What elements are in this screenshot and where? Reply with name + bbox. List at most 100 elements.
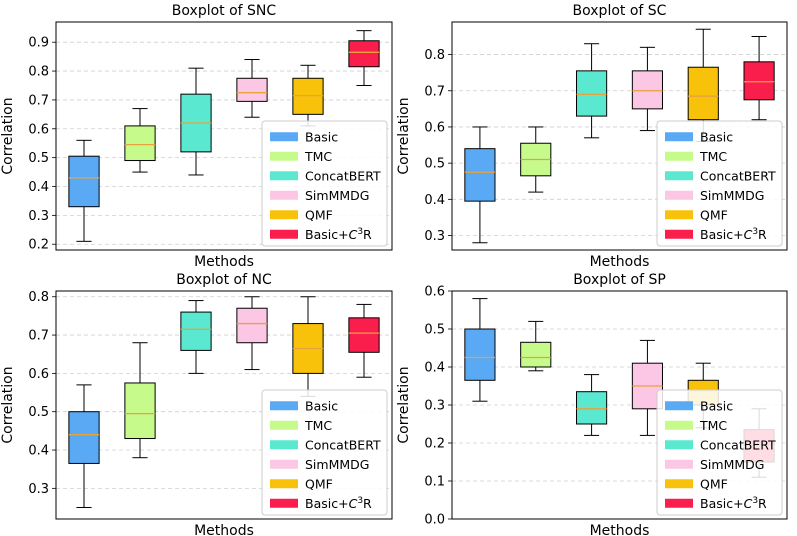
y-tick-label: 0.8: [28, 290, 49, 305]
legend-entry: Basic: [700, 398, 733, 413]
iqr-box: [631, 70, 663, 110]
y-tick-label: 0.8: [424, 48, 445, 63]
legend-swatch: [270, 151, 298, 161]
box-concatbert: [576, 43, 608, 139]
chart-title: Boxplot of NC: [176, 272, 272, 288]
iqr-box: [464, 328, 496, 381]
x-axis-label: Methods: [590, 523, 650, 536]
y-tick-label: 0.5: [424, 323, 445, 338]
y-tick-label: 0.3: [28, 209, 49, 224]
iqr-box: [236, 307, 268, 344]
iqr-box: [124, 125, 156, 162]
legend-entry: TMC: [304, 149, 332, 164]
legend-entry: ConcatBERT: [305, 437, 381, 452]
iqr-box: [348, 40, 380, 68]
chart-panel-3: 0.0 0.1 0.2 0.3 0.4 0.5 0.6 Boxplot of SP Method…: [396, 272, 788, 536]
legend-entry: QMF: [305, 476, 333, 491]
iqr-box: [236, 77, 268, 102]
legend-entry: QMF: [700, 207, 728, 222]
plot-frame: [451, 21, 788, 251]
legend-swatch: [270, 440, 298, 450]
y-tick-label: 0.3: [28, 482, 49, 497]
box-simmmdg: [236, 59, 268, 118]
legend-entry: Basic+C3R: [700, 227, 767, 242]
legend-entry: ConcatBERT: [700, 437, 776, 452]
iqr-box: [576, 70, 608, 117]
legend-swatch: [270, 420, 298, 430]
y-axis-label: Correlation: [0, 97, 16, 174]
y-tick-label: 0.1: [424, 475, 445, 490]
legend-swatch: [665, 498, 693, 508]
y-tick-label: 0.5: [28, 151, 49, 166]
legend-entry: Basic: [305, 398, 338, 413]
chart-panel-0: 0.2 0.3 0.4 0.5 0.6 0.7 0.8 0.9 Boxplot of SNC Me…: [0, 3, 393, 270]
legend-swatch: [270, 498, 298, 508]
box-basic-c3r: [348, 30, 380, 86]
legend-swatch: [270, 401, 298, 411]
y-tick-label: 0.6: [424, 120, 445, 135]
iqr-box: [464, 148, 496, 202]
chart-title: Boxplot of SP: [573, 272, 666, 288]
legend-swatch: [270, 132, 298, 142]
y-tick-label: 0.7: [28, 329, 49, 344]
legend-swatch: [665, 151, 693, 161]
y-tick-label: 0.6: [28, 367, 49, 382]
iqr-box: [520, 341, 552, 368]
box-qmf: [292, 296, 324, 397]
plot-frame: [55, 21, 393, 251]
box-tmc: [520, 320, 552, 372]
plot-frame: [55, 290, 393, 520]
legend-swatch: [665, 459, 693, 469]
legend-swatch: [665, 440, 693, 450]
y-tick-label: 0.4: [424, 361, 445, 376]
legend-entry: Basic+C3R: [305, 496, 372, 511]
iqr-box: [68, 155, 100, 208]
legend-swatch: [665, 479, 693, 489]
legend-entry: SimMMDG: [305, 188, 369, 203]
iqr-box: [348, 317, 380, 353]
legend: Basic TMC ConcatBERT SimMMDG QMF Basic+C3R: [261, 120, 388, 247]
y-tick-label: 0.2: [424, 437, 445, 452]
box-basic: [464, 298, 496, 402]
box-basic: [464, 126, 496, 244]
iqr-box: [687, 66, 719, 121]
y-tick-label: 0.4: [28, 180, 49, 195]
y-tick-label: 0.4: [424, 193, 445, 208]
legend: Basic TMC ConcatBERT SimMMDG QMF Basic+C3R: [656, 120, 783, 247]
legend-entry: Basic: [305, 129, 338, 144]
legend-entry: SimMMDG: [700, 457, 764, 472]
y-tick-label: 0.3: [424, 229, 445, 244]
legend-swatch: [270, 229, 298, 239]
legend-entry: ConcatBERT: [700, 168, 776, 183]
legend-swatch: [665, 171, 693, 181]
legend-entry: SimMMDG: [305, 457, 369, 472]
y-tick-label: 0.8: [28, 65, 49, 80]
x-axis-label: Methods: [194, 254, 254, 270]
box-tmc: [124, 342, 156, 459]
iqr-box: [743, 61, 775, 101]
y-axis-label: Correlation: [396, 366, 412, 443]
box-basic: [68, 139, 100, 242]
y-tick-label: 0.3: [424, 399, 445, 414]
y-tick-label: 0.0: [424, 513, 445, 528]
iqr-box: [180, 311, 212, 351]
box-tmc: [124, 108, 156, 173]
legend-entry: Basic+C3R: [700, 496, 767, 511]
y-tick-label: 0.7: [424, 84, 445, 99]
legend-entry: TMC: [304, 418, 332, 433]
legend-swatch: [665, 210, 693, 220]
legend-swatch: [665, 190, 693, 200]
chart-title: Boxplot of SNC: [172, 3, 277, 19]
x-axis-label: Methods: [590, 254, 650, 270]
y-tick-label: 0.6: [28, 122, 49, 137]
legend: Basic TMC ConcatBERT SimMMDG QMF Basic+C3R: [261, 389, 388, 516]
y-tick-label: 0.5: [424, 157, 445, 172]
legend-swatch: [270, 171, 298, 181]
iqr-box: [576, 391, 608, 425]
legend: Basic TMC ConcatBERT SimMMDG QMF Basic+C3R: [656, 389, 783, 516]
box-simmmdg: [236, 296, 268, 371]
legend-swatch: [270, 479, 298, 489]
box-basic-c3r: [743, 35, 775, 121]
y-axis-label: Correlation: [396, 97, 412, 174]
